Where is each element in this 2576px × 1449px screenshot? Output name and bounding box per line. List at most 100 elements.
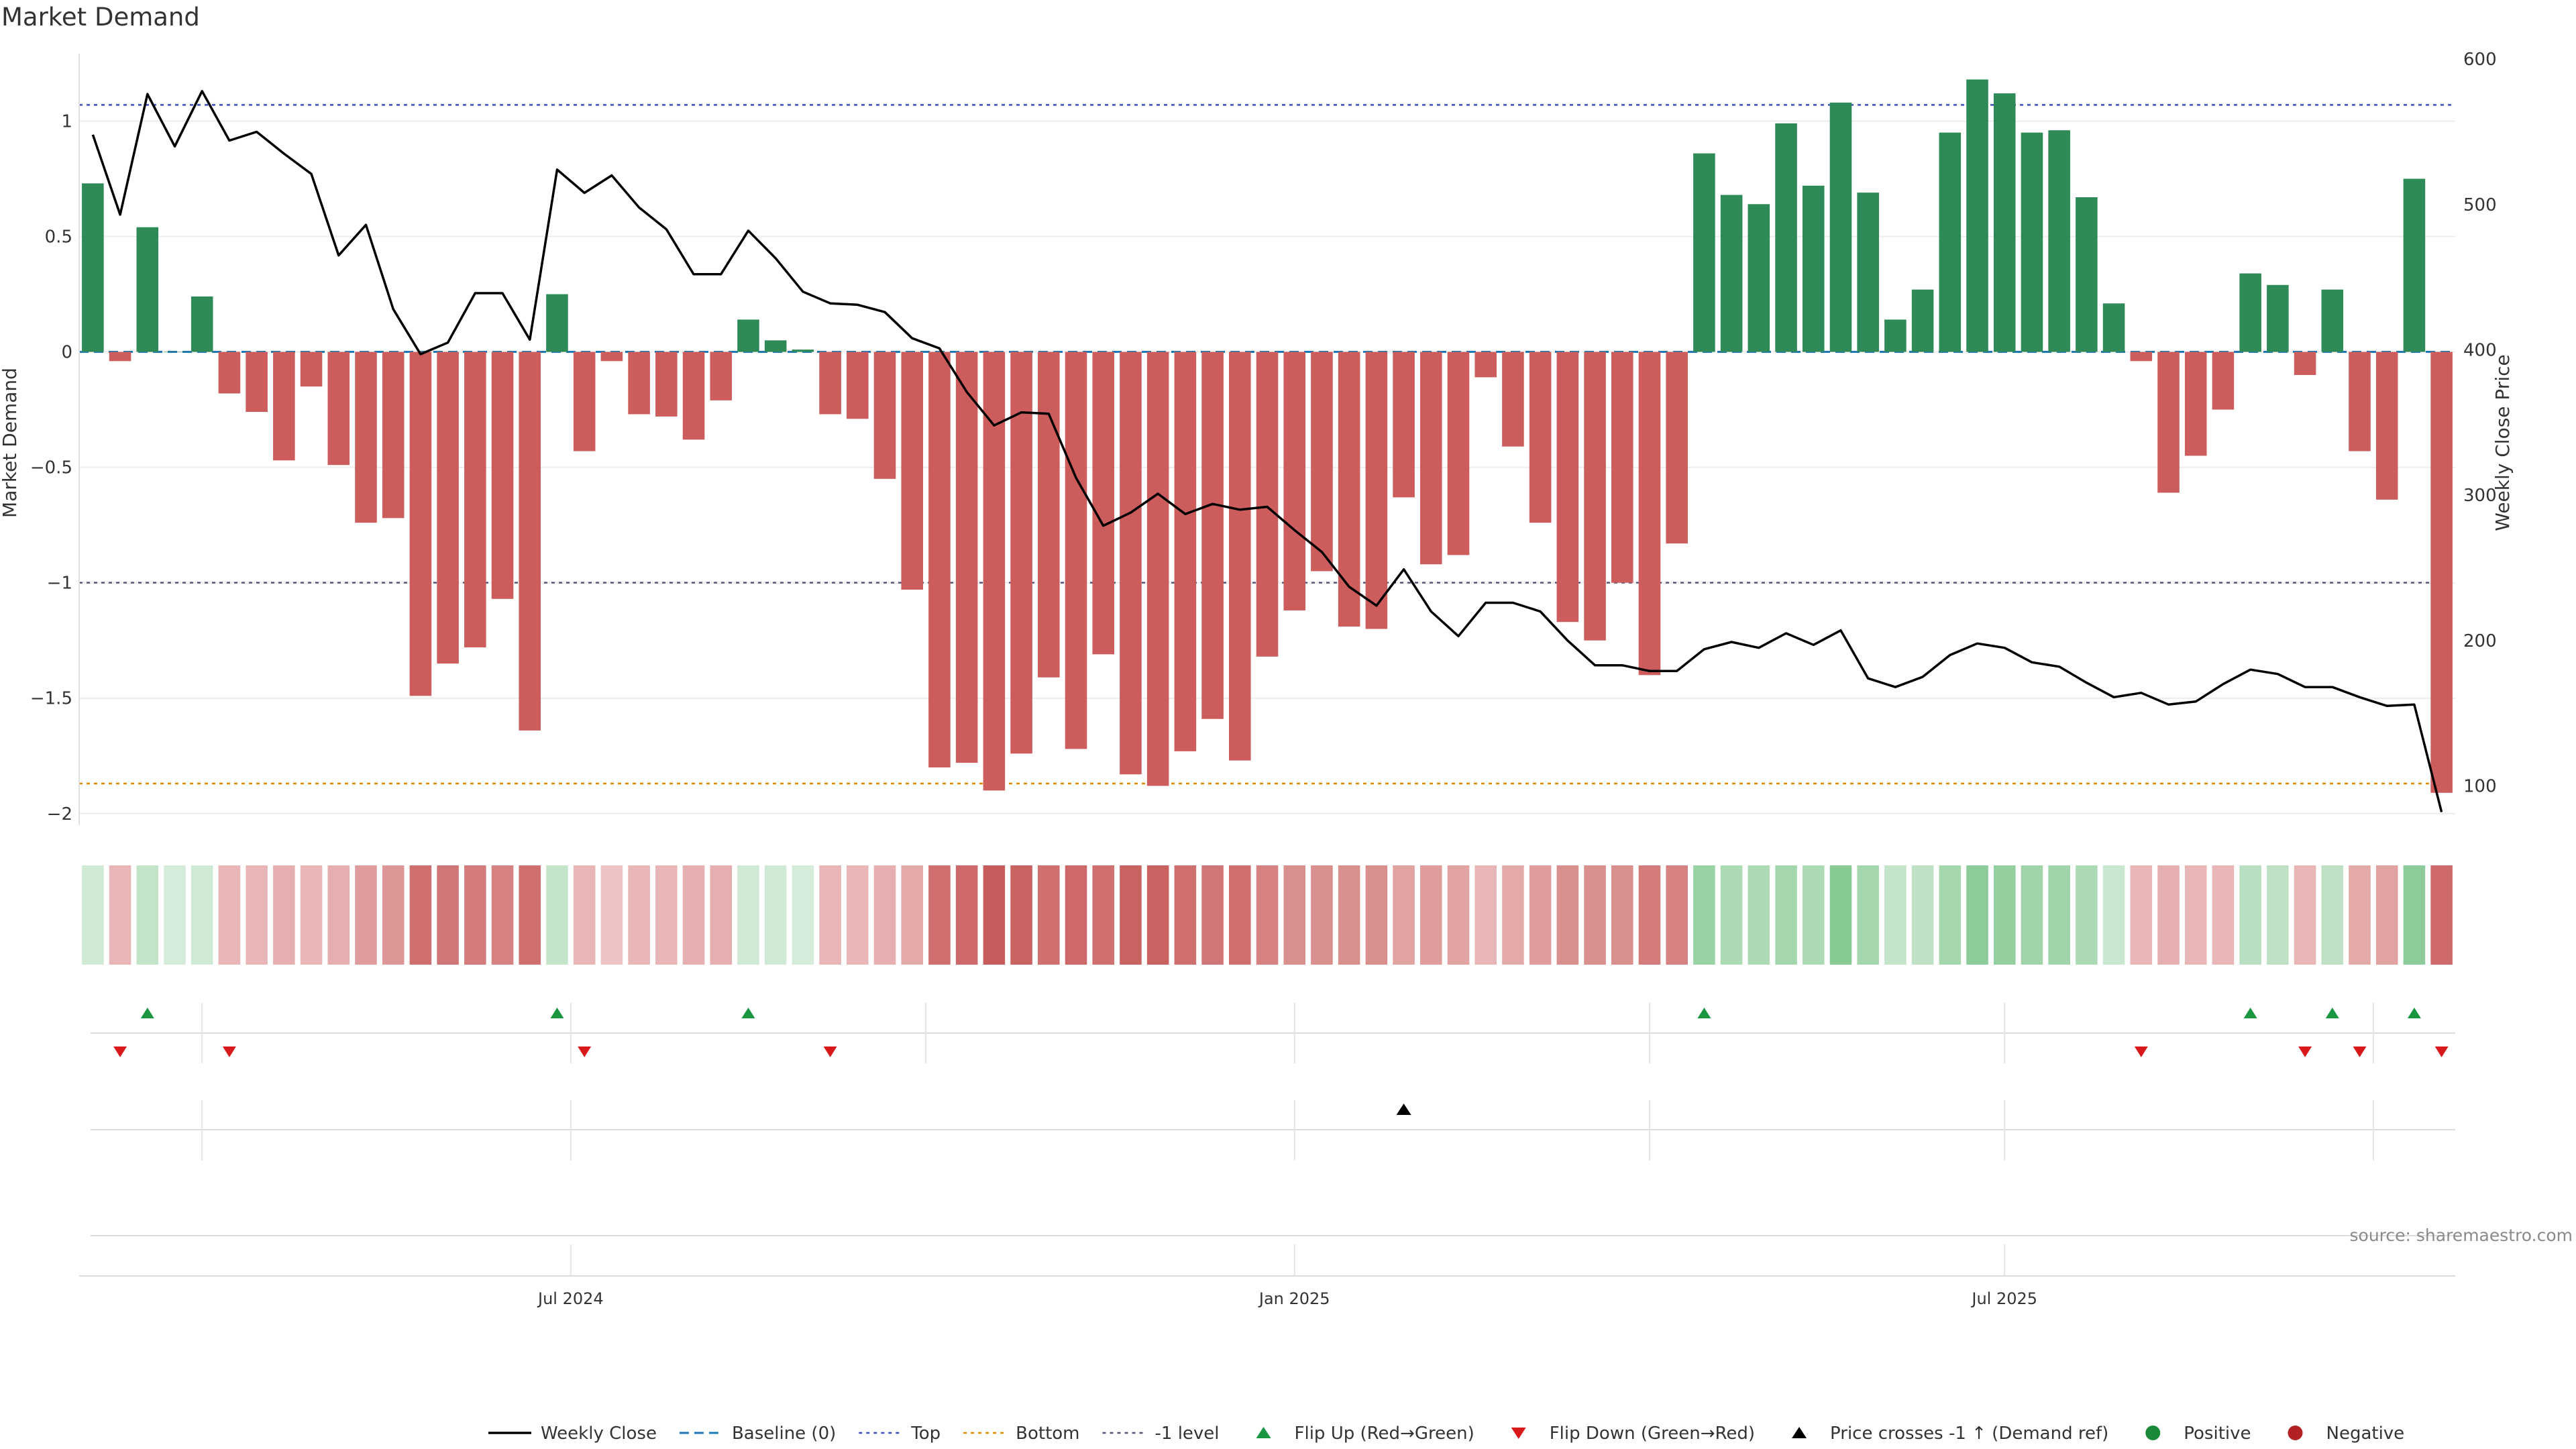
demand-bar — [955, 352, 978, 763]
demand-bar — [901, 352, 924, 590]
demand-bar — [1529, 352, 1552, 523]
intensity-cell — [2375, 865, 2398, 965]
price-cross-marker — [1396, 1104, 1411, 1115]
demand-bar — [737, 319, 759, 352]
intensity-cell — [1693, 865, 1715, 965]
flip-up-marker — [2243, 1008, 2257, 1018]
intensity-cell — [1283, 865, 1305, 965]
demand-bar — [2430, 352, 2453, 793]
demand-bar — [409, 352, 432, 696]
legend-triangle-down-icon — [1511, 1428, 1526, 1439]
legend-circle-icon — [2288, 1426, 2303, 1440]
intensity-cell — [1474, 865, 1497, 965]
flip-up-marker — [2325, 1008, 2339, 1018]
demand-bar — [2076, 197, 2098, 352]
demand-bar — [273, 352, 295, 461]
demand-bar — [327, 352, 350, 466]
legend-label: -1 level — [1155, 1424, 1220, 1444]
demand-bar — [109, 352, 131, 362]
chart-title: Market Demand — [1, 3, 200, 32]
intensity-cell — [2349, 865, 2371, 965]
intensity-cell — [82, 865, 104, 965]
demand-bar — [1802, 185, 1825, 352]
intensity-cell — [327, 865, 350, 965]
legend-item: Negative — [2288, 1424, 2404, 1444]
demand-bar — [1393, 352, 1415, 498]
intensity-cell — [2212, 865, 2235, 965]
legend-item: Flip Up (Red→Green) — [1256, 1424, 1474, 1444]
intensity-cell — [1338, 865, 1360, 965]
intensity-cell — [2321, 865, 2344, 965]
legend-item: Positive — [2145, 1424, 2251, 1444]
demand-bar — [164, 352, 186, 353]
legend-item: Bottom — [963, 1424, 1080, 1444]
y-tick-label: −2 — [47, 804, 72, 824]
demand-bar — [1038, 352, 1060, 678]
demand-bar — [1120, 352, 1142, 775]
demand-bar — [1939, 132, 1962, 352]
flip-up-marker — [550, 1008, 564, 1018]
intensity-cell — [382, 865, 405, 965]
intensity-cell — [983, 865, 1006, 965]
x-tick-label: Jan 2025 — [1258, 1289, 1330, 1308]
demand-bar — [1911, 289, 1934, 352]
demand-bar — [873, 352, 896, 479]
intensity-cell — [600, 865, 623, 965]
intensity-cell — [1638, 865, 1661, 965]
intensity-cell — [546, 865, 568, 965]
intensity-cell — [628, 865, 650, 965]
demand-bar — [1584, 352, 1606, 641]
demand-bar — [300, 352, 323, 387]
intensity-cell — [1092, 865, 1115, 965]
demand-bar — [1556, 352, 1579, 623]
intensity-cell — [1365, 865, 1388, 965]
demand-bar — [1419, 352, 1442, 565]
flip-down-marker — [113, 1046, 127, 1057]
intensity-cell — [1256, 865, 1279, 965]
demand-bar — [2375, 352, 2398, 500]
legend-label: Flip Up (Red→Green) — [1295, 1424, 1474, 1444]
demand-bar — [464, 352, 486, 648]
legend-item: Price crosses -1 ↑ (Demand ref) — [1792, 1424, 2108, 1444]
legend-label: Flip Down (Green→Red) — [1550, 1424, 1755, 1444]
demand-bar — [628, 352, 650, 415]
legend-circle-icon — [2145, 1426, 2161, 1440]
intensity-cell — [955, 865, 978, 965]
intensity-cell — [1120, 865, 1142, 965]
flip-up-marker — [741, 1008, 755, 1018]
intensity-cell — [1065, 865, 1087, 965]
intensity-cell — [792, 865, 814, 965]
flip-up-marker — [1697, 1008, 1711, 1018]
y-tick-label: −1.5 — [30, 689, 72, 709]
legend-label: Baseline (0) — [732, 1424, 836, 1444]
intensity-cell — [1775, 865, 1797, 965]
y2-tick-label: 100 — [2463, 777, 2497, 797]
intensity-cell — [1966, 865, 1988, 965]
demand-bar — [136, 227, 159, 352]
flip-down-marker — [578, 1046, 592, 1057]
demand-bar — [2130, 352, 2153, 362]
intensity-cell — [246, 865, 268, 965]
intensity-cell — [2021, 865, 2043, 965]
intensity-cell — [2102, 865, 2125, 965]
y2-tick-label: 300 — [2463, 486, 2497, 506]
demand-bar — [1256, 352, 1279, 657]
x-tick-label: Jul 2025 — [1970, 1289, 2037, 1308]
demand-bar — [1611, 352, 1633, 583]
intensity-cell — [136, 865, 159, 965]
y-tick-label: 1 — [61, 111, 72, 131]
demand-bar — [819, 352, 841, 415]
legend-item: Flip Down (Green→Red) — [1511, 1424, 1755, 1444]
intensity-cell — [1829, 865, 1852, 965]
demand-bar — [928, 352, 951, 767]
demand-bar — [2212, 352, 2235, 410]
intensity-cell — [1201, 865, 1224, 965]
intensity-cell — [1666, 865, 1688, 965]
legend-label: Weekly Close — [541, 1424, 657, 1444]
intensity-cell — [2294, 865, 2316, 965]
weekly-close-line — [91, 90, 2443, 812]
intensity-cell — [2184, 865, 2207, 965]
demand-bar — [710, 352, 733, 400]
intensity-cell — [109, 865, 131, 965]
y-tick-label: −0.5 — [30, 458, 72, 478]
